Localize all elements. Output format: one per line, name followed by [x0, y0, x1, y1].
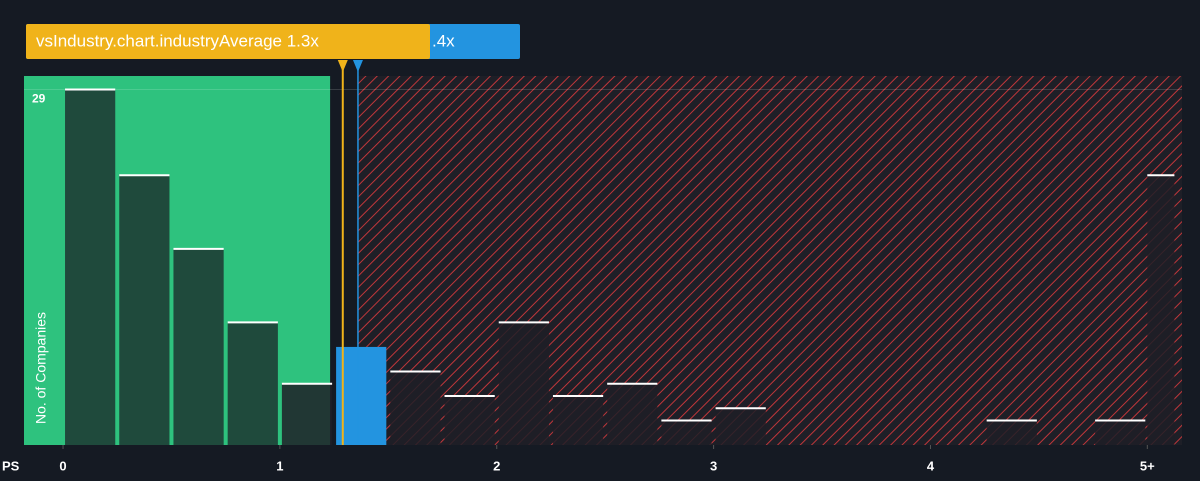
bar — [552, 395, 604, 445]
x-tick-label: 2 — [493, 458, 500, 473]
x-tick-label: 4 — [927, 458, 935, 473]
bar — [607, 383, 658, 445]
x-tick-label: 5+ — [1140, 458, 1155, 473]
overflow-bar — [1147, 175, 1175, 445]
x-tick-label: 1 — [276, 458, 283, 473]
bar — [119, 175, 170, 445]
bar — [173, 248, 224, 445]
bar — [227, 322, 278, 445]
bar — [986, 420, 1037, 445]
bar — [281, 383, 333, 445]
company-header: .4x — [432, 31, 455, 50]
x-tick-label: 3 — [710, 458, 717, 473]
bar — [336, 346, 387, 445]
y-tick-label: 29 — [32, 92, 46, 106]
y-axis-label: No. of Companies — [33, 312, 49, 424]
bar — [65, 89, 116, 445]
industry-header: vsIndustry.chart.industryAverage 1.3x — [36, 31, 319, 50]
x-tick-label: 0 — [59, 458, 66, 473]
bar — [444, 395, 495, 445]
bad-zone — [357, 76, 1182, 445]
company-pointer — [352, 60, 363, 72]
bar — [715, 408, 766, 445]
x-axis-label: PS — [2, 458, 20, 473]
industry-pointer — [337, 60, 348, 72]
industry-header-box — [26, 24, 430, 59]
bar — [1095, 420, 1146, 445]
bar — [661, 420, 712, 445]
bar — [390, 371, 441, 445]
bar — [498, 322, 549, 445]
